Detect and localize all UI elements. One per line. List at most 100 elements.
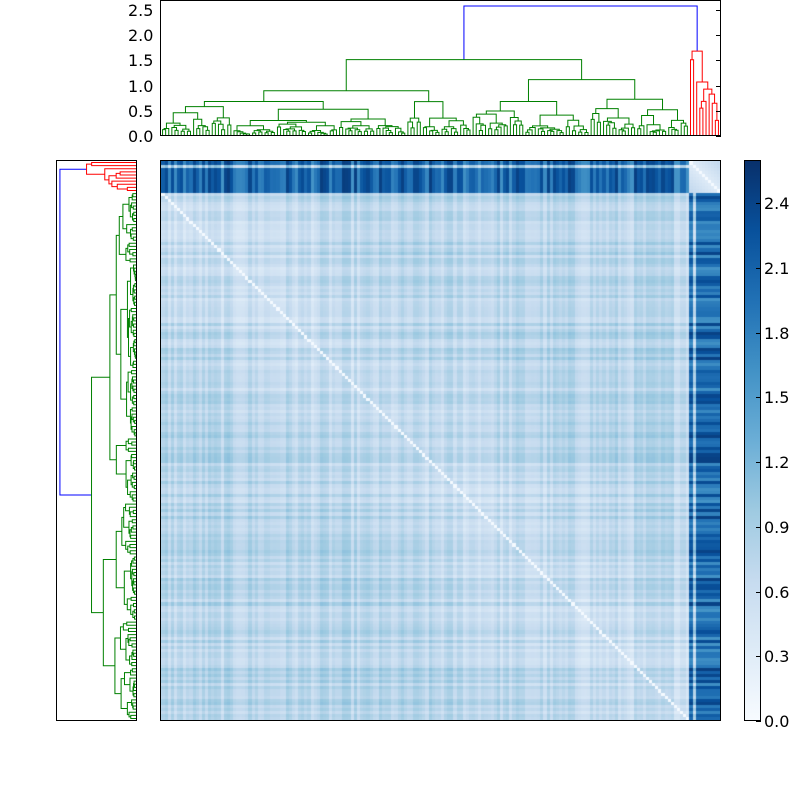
dendrogram-link xyxy=(329,130,334,135)
dendrogram-link xyxy=(453,131,459,135)
dendrogram-link xyxy=(202,126,209,135)
dendrogram-link xyxy=(133,323,136,328)
dendrogram-link xyxy=(592,113,600,123)
dendrogram-link xyxy=(133,466,136,471)
dendrogram-link xyxy=(131,568,136,575)
dendrogram-link xyxy=(480,124,487,135)
dendrogram-link xyxy=(162,129,167,135)
dendrogram-link xyxy=(680,122,687,135)
dendrogram-link xyxy=(382,127,389,135)
dendrogram-link xyxy=(133,571,136,577)
dendrogram-link xyxy=(578,131,583,135)
dendrogram-link xyxy=(606,124,611,135)
dendrogram-link xyxy=(489,122,503,129)
dendrogram-link xyxy=(283,128,289,135)
dendrogram-link xyxy=(668,127,675,135)
dendrogram-link xyxy=(245,133,251,135)
dendrogram-link xyxy=(130,474,133,486)
dendrogram-link xyxy=(646,124,661,135)
dendrogram-link xyxy=(133,388,136,393)
dendrogram-link xyxy=(662,130,667,135)
dendrogram-link xyxy=(129,544,136,549)
dendrogram-link xyxy=(130,308,136,313)
dendrogram-link xyxy=(292,130,297,135)
dendrogram-link xyxy=(466,129,471,135)
dendrogram-link xyxy=(182,128,190,132)
dendrogram-link xyxy=(131,699,136,706)
dendrogram-link xyxy=(270,131,275,135)
dendrogram-link xyxy=(123,506,129,528)
left-dendrogram-panel xyxy=(56,160,137,721)
dendrogram-link xyxy=(132,252,136,257)
dendrogram-link xyxy=(416,121,421,135)
dendrogram-link xyxy=(463,5,698,60)
dendrogram-link xyxy=(132,587,136,594)
left-dendrogram xyxy=(59,162,136,719)
dendrogram-link xyxy=(532,125,549,128)
dendrogram-link xyxy=(363,130,369,135)
dendrogram-link xyxy=(129,258,136,263)
dendrogram-link xyxy=(125,247,131,261)
dendrogram-link xyxy=(132,497,136,502)
dendrogram-link xyxy=(125,540,136,550)
dendrogram-link xyxy=(549,128,560,131)
dendrogram-link xyxy=(618,129,625,135)
dendrogram-link xyxy=(512,124,518,135)
dendrogram-link xyxy=(130,596,136,601)
dendrogram-link xyxy=(703,88,713,102)
colorbar-tick xyxy=(756,721,761,722)
dendrogram-link xyxy=(133,556,136,561)
dendrogram-link xyxy=(173,124,187,130)
dendrogram-link xyxy=(596,121,601,135)
dendrogram-link xyxy=(573,125,584,131)
dendrogram-link xyxy=(129,550,136,555)
dendrogram-link xyxy=(385,126,399,129)
dendrogram-link xyxy=(128,520,133,534)
top-dendrogram-tick xyxy=(716,10,721,12)
dendrogram-link xyxy=(128,711,136,718)
dendrogram-link xyxy=(525,131,530,135)
dendrogram-link xyxy=(128,318,131,357)
dendrogram-link xyxy=(475,123,484,135)
dendrogram-link xyxy=(488,128,493,135)
dendrogram-link xyxy=(132,472,136,479)
dendrogram-link xyxy=(216,117,230,125)
dendrogram-link xyxy=(683,125,688,135)
dendrogram-link xyxy=(691,50,703,83)
dendrogram-link xyxy=(129,655,132,665)
dendrogram-link xyxy=(133,475,136,480)
dendrogram-link xyxy=(127,438,136,445)
dendrogram-link xyxy=(526,129,533,135)
dendrogram-link xyxy=(131,413,136,421)
dendrogram-link xyxy=(315,125,335,131)
colorbar-tick xyxy=(756,656,761,658)
dendrogram-link xyxy=(559,132,564,135)
dendrogram-link xyxy=(129,491,136,498)
dendrogram-link xyxy=(203,101,324,110)
dendrogram-link xyxy=(125,440,129,451)
dendrogram-link xyxy=(266,130,274,133)
dendrogram-link xyxy=(130,526,136,533)
dendrogram-link xyxy=(165,122,181,129)
colorbar-tick-label: 2.1 xyxy=(764,258,790,278)
dendrogram-link xyxy=(130,320,134,334)
colorbar xyxy=(744,160,761,721)
dendrogram-link xyxy=(125,503,136,512)
dendrogram-link xyxy=(130,347,134,366)
dendrogram-link xyxy=(172,112,199,124)
dendrogram-link xyxy=(132,525,136,530)
dendrogram-link xyxy=(606,117,630,125)
dendrogram-link xyxy=(422,127,428,135)
dendrogram-link xyxy=(109,294,117,461)
dendrogram-link xyxy=(590,118,595,135)
dendrogram-link xyxy=(131,441,136,446)
dendrogram-link xyxy=(129,637,136,642)
dendrogram-link xyxy=(134,354,136,359)
dendrogram-link xyxy=(700,100,707,135)
colorbar-tick xyxy=(756,462,761,464)
dendrogram-link xyxy=(540,127,556,130)
dendrogram-link xyxy=(309,130,316,135)
dendrogram-link xyxy=(127,627,136,632)
dendrogram-link xyxy=(286,121,326,126)
dendrogram-link xyxy=(213,120,222,125)
